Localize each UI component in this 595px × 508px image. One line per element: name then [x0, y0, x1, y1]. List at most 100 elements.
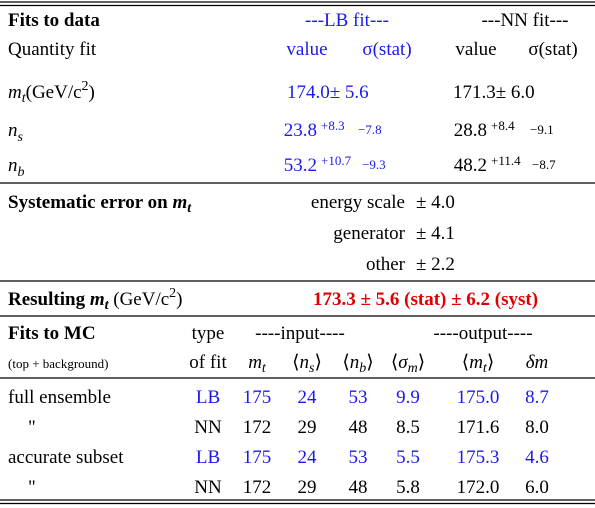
value: 8.5	[396, 417, 420, 438]
text-part: "	[28, 417, 36, 438]
column-header: ⟨mt⟩	[462, 352, 494, 376]
text-part: t	[262, 361, 267, 376]
error-minus: −8.7	[532, 157, 556, 172]
text-part: +8.3	[321, 118, 345, 133]
text-part: (GeV/c	[26, 82, 82, 103]
error: ± 4.1	[416, 223, 455, 244]
text-part: s	[309, 361, 315, 376]
value: 171.6	[457, 417, 500, 438]
error-plus: +8.3	[321, 118, 345, 133]
value: 53	[349, 447, 368, 468]
text-part: σ(stat)	[528, 39, 577, 60]
value: 175.3	[457, 447, 500, 468]
text-part: −9.1	[530, 122, 554, 137]
column-header: σ(stat)	[528, 39, 577, 60]
column-header: Quantity fit	[8, 39, 97, 60]
text-part: full ensemble	[8, 387, 111, 408]
error-minus: −7.8	[358, 122, 382, 137]
quantity: mt(GeV/c2)	[8, 79, 95, 106]
text-part: m	[408, 361, 418, 376]
text-part: ⟨	[292, 352, 299, 373]
text-part: t	[22, 91, 27, 106]
value: 8.0	[525, 417, 549, 438]
text-part: t	[187, 201, 192, 216]
text-part: 24	[298, 387, 318, 408]
section-title: Fits to data	[8, 10, 100, 31]
text-part: b	[359, 361, 366, 376]
text-part: 175.0	[457, 387, 500, 408]
error-plus: +10.7	[321, 153, 352, 168]
text-part: generator	[333, 223, 405, 244]
text-part: m	[8, 82, 22, 103]
column-header: type	[192, 323, 225, 344]
text-part: m	[469, 352, 483, 373]
section-title: Fits to MC	[8, 323, 96, 344]
error: ± 4.0	[416, 192, 455, 213]
text-part: Resulting	[8, 289, 90, 310]
text-part: σ(stat)	[362, 39, 411, 60]
text-part: Systematic error on	[8, 192, 172, 213]
text-part: σ	[398, 352, 408, 373]
text-part: 175	[243, 447, 272, 468]
fit-type: NN	[194, 477, 222, 498]
sample: "	[28, 417, 36, 438]
column-header: ⟨ns⟩	[292, 352, 322, 376]
text-part: 29	[298, 477, 317, 498]
text-part: s	[18, 130, 24, 145]
column-header: σ(stat)	[362, 39, 411, 60]
value: 48.2	[454, 155, 487, 176]
text-part: 53	[349, 387, 368, 408]
value: 172.0	[457, 477, 500, 498]
text-part: 171.3	[453, 82, 496, 103]
value: 6.0	[525, 477, 549, 498]
value: 53	[349, 387, 368, 408]
text-part: (top + background)	[8, 356, 108, 371]
text-part: 173.3 ± 5.6 (stat) ± 6.2 (syst)	[313, 289, 538, 310]
value: 172	[243, 417, 272, 438]
text-part: NN	[194, 417, 222, 438]
text-part: value	[286, 39, 327, 60]
text-part: 172	[243, 477, 272, 498]
text-part: NN	[194, 477, 222, 498]
text-part: ± 5.6	[330, 82, 369, 103]
text-part: 2	[169, 286, 176, 301]
text-part: energy scale	[311, 192, 405, 213]
value: 9.9	[396, 387, 420, 408]
error-plus: +11.4	[491, 153, 521, 168]
text-part: m	[90, 289, 105, 310]
text-part: 6.0	[525, 477, 549, 498]
value: 8.7	[525, 387, 549, 408]
sample: "	[28, 477, 36, 498]
value: 29	[298, 477, 317, 498]
text-part: δm	[526, 352, 549, 373]
text-part: ± 4.0	[416, 192, 455, 213]
text-part: ⟩	[314, 352, 321, 373]
text-part: t	[105, 298, 110, 313]
text-part: (GeV/c	[109, 289, 170, 310]
quantity: nb	[8, 155, 25, 180]
text-part: ± 2.2	[416, 254, 455, 275]
error-minus: −9.3	[362, 157, 386, 172]
text-part: ---NN fit---	[481, 10, 568, 31]
text-part: 175.3	[457, 447, 500, 468]
text-part: 29	[298, 417, 317, 438]
text-part: 174.0	[287, 82, 330, 103]
text-part: Fits to data	[8, 10, 100, 31]
text-part: 172.0	[457, 477, 500, 498]
text-part: ⟨	[462, 352, 469, 373]
column-header: ----input----	[255, 323, 345, 344]
text-part: 8.0	[525, 417, 549, 438]
column-header: ----output----	[433, 323, 532, 344]
value: 24	[298, 387, 318, 408]
text-part: 48	[349, 477, 368, 498]
value: 28.8	[454, 120, 487, 141]
text-part: 48.2	[454, 155, 487, 176]
column-header: ⟨σm⟩	[391, 352, 425, 376]
source: energy scale	[311, 192, 405, 213]
text-part: type	[192, 323, 225, 344]
value: 5.8	[396, 477, 420, 498]
column-header: mt	[248, 352, 267, 376]
text-part: +10.7	[321, 153, 352, 168]
value: 53.2	[284, 155, 317, 176]
column-header: ⟨nb⟩	[342, 352, 373, 376]
